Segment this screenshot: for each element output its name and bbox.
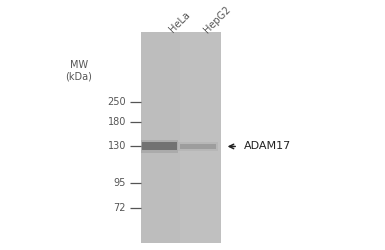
Text: ADAM17: ADAM17	[244, 142, 291, 152]
Text: 130: 130	[108, 142, 126, 152]
Text: 72: 72	[114, 204, 126, 214]
Bar	[141, 140, 179, 153]
Text: 250: 250	[107, 97, 126, 107]
Bar	[180, 144, 216, 150]
Bar	[141, 32, 179, 243]
Bar	[141, 32, 221, 243]
Bar	[142, 142, 177, 150]
Text: HeLa: HeLa	[168, 10, 192, 34]
Text: 95: 95	[114, 178, 126, 188]
Text: HepG2: HepG2	[202, 4, 233, 34]
Text: MW
(kDa): MW (kDa)	[65, 60, 92, 82]
Text: 180: 180	[108, 117, 126, 127]
Bar	[179, 142, 218, 151]
